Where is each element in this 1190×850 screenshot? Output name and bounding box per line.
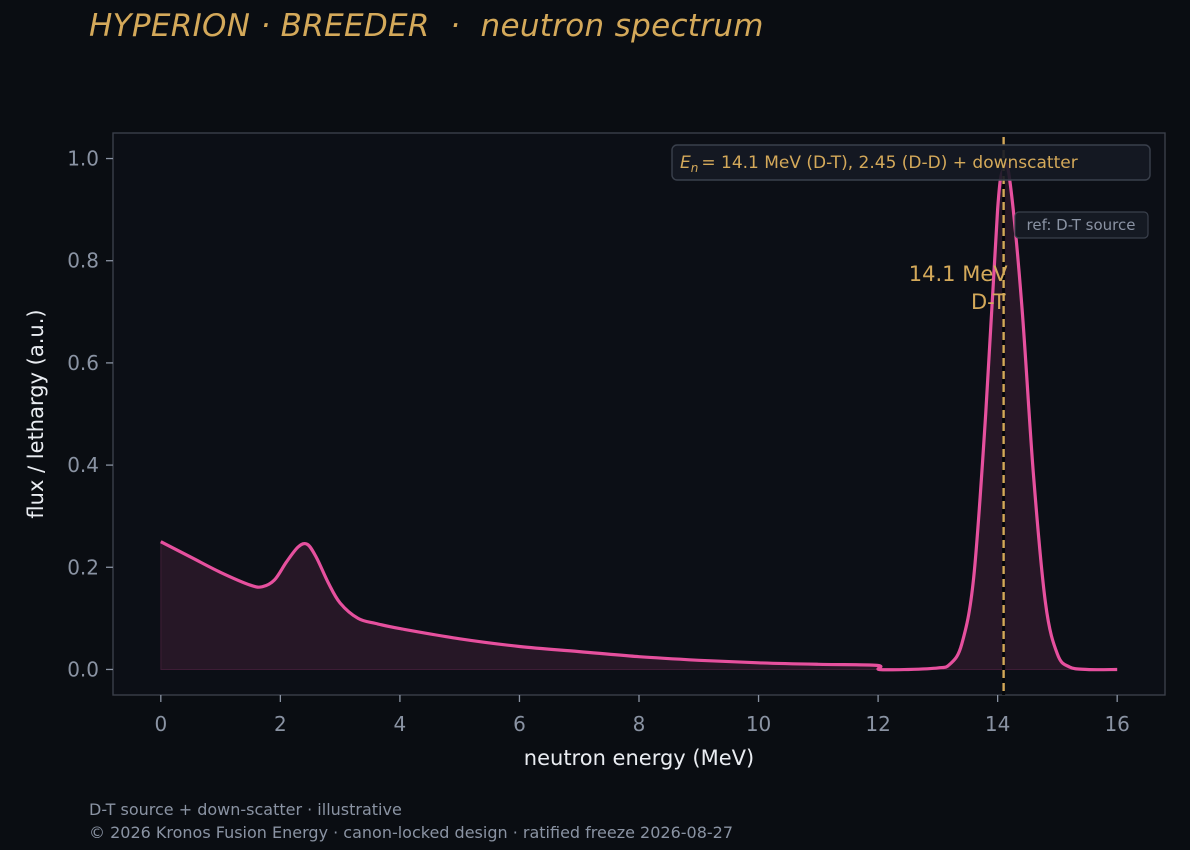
neutron-spectrum-chart: 0 2 4 6 8 10 12 14 16 0.0 0.2 0.4 0.6 0.8 1.0 14.1 Me…: [24, 132, 1166, 770]
reference-label: ref: D-T source: [1014, 211, 1149, 239]
x-tick-label: 8: [633, 712, 646, 736]
x-tick-label: 4: [394, 712, 407, 736]
peak-annotation-energy: 14.1 MeV: [909, 262, 1008, 286]
y-axis-label: flux / lethargy (a.u.): [24, 309, 48, 518]
y-tick-label: 0.8: [67, 249, 99, 273]
legend-text: = 14.1 MeV (D-T), 2.45 (D-D) + downscatt…: [701, 153, 1077, 173]
x-tick-label: 10: [746, 712, 771, 736]
legend-box: [671, 144, 1151, 181]
y-tick-label: 1.0: [67, 147, 99, 171]
spectrum-line: [160, 162, 1118, 672]
chart-title: HYPERION · BREEDER · neutron spectrum: [89, 8, 764, 44]
legend: En = 14.1 MeV (D-T), 2.45 (D-D) + downsca…: [671, 144, 1151, 181]
x-tick-label: 14: [985, 712, 1010, 736]
peak-annotation-reaction: D-T: [971, 290, 1006, 314]
x-tick-label: 0: [154, 712, 167, 736]
x-tick-label: 6: [513, 712, 526, 736]
footer-copyright: © 2026 Kronos Fusion Energy · canon-lock…: [89, 823, 734, 842]
reference-label-text: ref: D-T source: [1027, 216, 1136, 234]
legend-symbol: E: [680, 153, 691, 173]
y-axis: 0.0 0.2 0.4 0.6 0.8 1.0: [67, 147, 113, 681]
x-tick-label: 12: [865, 712, 890, 736]
plot-area: [112, 132, 1166, 696]
footer-note: D-T source + down-scatter · illustrative: [89, 800, 402, 819]
y-tick-label: 0.4: [67, 453, 99, 477]
x-axis-label: neutron energy (MeV): [524, 746, 754, 770]
x-tick-label: 16: [1104, 712, 1129, 736]
y-tick-label: 0.6: [67, 351, 99, 375]
legend-subscript: n: [691, 161, 699, 175]
y-tick-label: 0.0: [67, 657, 99, 681]
x-tick-label: 2: [274, 712, 287, 736]
legend-entry: En = 14.1 MeV (D-T), 2.45 (D-D) + downsca…: [680, 153, 1078, 175]
x-axis: 0 2 4 6 8 10 12 14 16: [154, 695, 1130, 736]
y-tick-label: 0.2: [67, 555, 99, 579]
